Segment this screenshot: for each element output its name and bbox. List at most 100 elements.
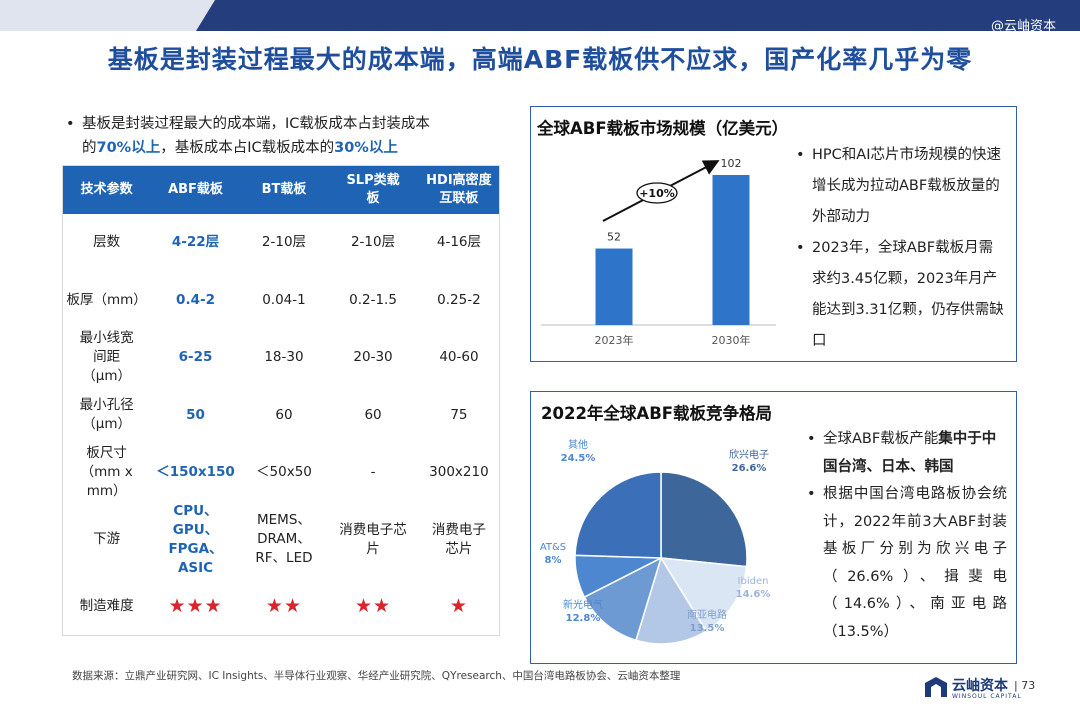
competition-bullet: 全球ABF载板产能集中于中国台湾、日本、韩国 bbox=[807, 426, 1007, 481]
pie-slice-value: 26.6% bbox=[732, 463, 767, 474]
bar-category-label: 2030年 bbox=[712, 333, 751, 347]
bar-category-label: 2023年 bbox=[595, 333, 634, 347]
table-row: 最小孔径（μm） 50 60 60 75 bbox=[62, 387, 500, 445]
pie-slice-label: Ibiden bbox=[738, 576, 769, 587]
table-header: 技术参数 bbox=[62, 165, 152, 214]
table-cell: 60 bbox=[364, 406, 382, 423]
page-title: 基板是封装过程最大的成本端，高端ABF载板供不应求，国产化率几乎为零 bbox=[107, 45, 973, 74]
logo-subtext: WINSOUL CAPITAL bbox=[952, 693, 1022, 700]
bar bbox=[595, 248, 633, 325]
market-bullet: 2023年，全球ABF载板月需求约3.45亿颗，2023年月产能达到3.31亿颗… bbox=[796, 233, 1006, 357]
pie-slice-label: 其他 bbox=[568, 438, 588, 451]
table-row: 最小线宽间距（μm） 6-25 18-30 20-30 40-60 bbox=[62, 329, 500, 387]
competition-pie-chart: 欣兴电子 26.6% Ibiden 14.6% 南亚电路 13.5% 新光电气 12.8% AT… bbox=[540, 438, 771, 645]
pie-slice-value: 13.5% bbox=[690, 623, 725, 634]
bar-value-label: 52 bbox=[607, 231, 621, 244]
page-number: | 73 bbox=[1014, 679, 1036, 692]
table-cell: 2-10层 bbox=[350, 234, 396, 251]
table-cell: - bbox=[370, 464, 376, 481]
pie-slice-value: 14.6% bbox=[736, 589, 771, 600]
competition-bullet-bold: 集中于中国台湾、日本、韩国 bbox=[823, 431, 997, 475]
table-cell: 下游 bbox=[93, 531, 121, 547]
difficulty-stars: ★ bbox=[449, 594, 468, 617]
pie-slice-label: 新光电气 bbox=[563, 598, 603, 611]
bar bbox=[712, 175, 750, 325]
table-cell: 制造难度 bbox=[79, 597, 134, 614]
pie-slice bbox=[659, 557, 748, 633]
spec-table: 技术参数 ABF载板 BT载板 SLP类载板 HDI高密度互联板 层数 4-22… bbox=[62, 165, 500, 635]
intro-pre: 的 bbox=[82, 140, 97, 156]
pie-slice-label: 南亚电路 bbox=[687, 608, 727, 621]
competition-panel: 2022年全球ABF载板竞争格局 欣兴电子 26.6% Ibiden 14.6% 南亚电… bbox=[530, 391, 1017, 664]
table-cell: 最小线宽间距（μm） bbox=[79, 330, 134, 385]
market-size-panel: 全球ABF载板市场规模（亿美元） +10% 52 2023年 102 2030年 HP… bbox=[530, 106, 1017, 362]
top-banner-accent bbox=[0, 0, 215, 31]
market-size-title: 全球ABF载板市场规模（亿美元） bbox=[537, 119, 789, 138]
table-cell: ＜50x50 bbox=[256, 464, 312, 481]
pie-slice bbox=[660, 471, 748, 568]
competition-bullet-text: 全球ABF载板产能 bbox=[823, 431, 939, 447]
logo-text: 云岫资本 bbox=[952, 678, 1008, 694]
table-cell: 300x210 bbox=[429, 464, 489, 481]
table-row: 制造难度 ★★★ ★★ ★★ ★ bbox=[62, 578, 500, 636]
table-cell: 50 bbox=[186, 406, 205, 423]
intro-line1: 基板是封装过程最大的成本端，IC载板成本占封装成本 bbox=[82, 116, 430, 132]
winsoul-logo-icon bbox=[925, 677, 947, 697]
table-cell: 20-30 bbox=[353, 349, 393, 366]
table-cell: 40-60 bbox=[439, 349, 479, 366]
table-cell: 最小孔径（μm） bbox=[79, 397, 134, 433]
pie-slice-value: 12.8% bbox=[566, 613, 601, 624]
table-cell: 消费电子芯片 bbox=[431, 521, 486, 557]
market-size-bar-chart: +10% 52 2023年 102 2030年 bbox=[541, 157, 776, 347]
table-cell: 75 bbox=[450, 406, 468, 423]
pie-slice bbox=[574, 471, 662, 559]
table-cell: 4-22层 bbox=[171, 234, 220, 251]
difficulty-stars: ★★ bbox=[265, 594, 302, 617]
table-cell: 板尺寸（mm x mm） bbox=[80, 445, 133, 500]
table-row: 层数 4-22层 2-10层 2-10层 4-16层 bbox=[62, 214, 500, 272]
table-cell: 消费电子芯片 bbox=[339, 521, 407, 557]
table-cell: 0.2-1.5 bbox=[349, 291, 397, 308]
table-header: ABF载板 bbox=[151, 165, 240, 214]
growth-badge bbox=[636, 182, 678, 204]
data-source: 数据来源：立鼎产业研究网、IC Insights、半导体行业观察、华经产业研究院… bbox=[72, 670, 681, 682]
intro-paragraph: • 基板是封装过程最大的成本端，IC载板成本占封装成本 的70%以上，基板成本占… bbox=[66, 112, 506, 160]
table-cell: 18-30 bbox=[264, 349, 304, 366]
table-cell: 2-10层 bbox=[261, 234, 307, 251]
table-cell: 0.25-2 bbox=[437, 291, 481, 308]
table-row: 板尺寸（mm x mm） ＜150x150 ＜50x50 - 300x210 bbox=[62, 444, 500, 502]
table-cell: 板厚（mm） bbox=[66, 291, 147, 308]
competition-bullets: 全球ABF载板产能集中于中国台湾、日本、韩国 根据中国台湾电路板协会统计，202… bbox=[807, 426, 1007, 646]
table-cell: ＜150x150 bbox=[156, 464, 235, 481]
table-header: HDI高密度互联板 bbox=[417, 165, 500, 214]
competition-title: 2022年全球ABF载板竞争格局 bbox=[541, 404, 773, 423]
pie-slice bbox=[583, 556, 663, 642]
table-cell: MEMS、DRAM、RF、LED bbox=[255, 512, 313, 566]
table-row: 下游 CPU、GPU、FPGA、ASIC MEMS、DRAM、RF、LED 消费… bbox=[62, 502, 500, 578]
table-cell: 0.4-2 bbox=[176, 291, 215, 308]
table-cell: 0.04-1 bbox=[262, 291, 306, 308]
difficulty-stars: ★★ bbox=[354, 594, 392, 617]
table-cell: 4-16层 bbox=[436, 234, 481, 251]
intro-highlight-30: 30%以上 bbox=[334, 140, 398, 156]
table-row: 板厚（mm） 0.4-2 0.04-1 0.2-1.5 0.25-2 bbox=[62, 272, 500, 330]
pie-slice-label: AT&S bbox=[540, 542, 566, 553]
bar-value-label: 102 bbox=[721, 157, 742, 170]
table-cell: 60 bbox=[275, 406, 293, 423]
watermark: @云岫资本 bbox=[990, 19, 1056, 34]
intro-mid: ，基板成本占IC载板成本的 bbox=[160, 140, 335, 156]
competition-bullet: 根据中国台湾电路板协会统计，2022年前3大ABF封装基板厂分别为欣兴电子（26… bbox=[807, 481, 1007, 646]
market-bullet: HPC和AI芯片市场规模的快速增长成为拉动ABF载板放量的外部动力 bbox=[796, 140, 1006, 233]
bullet-dot: • bbox=[66, 116, 75, 132]
table-cell: 层数 bbox=[93, 234, 121, 251]
table-header: BT载板 bbox=[239, 165, 329, 214]
market-bullets: HPC和AI芯片市场规模的快速增长成为拉动ABF载板放量的外部动力 2023年，… bbox=[796, 140, 1006, 357]
table-header-row: 技术参数 ABF载板 BT载板 SLP类载板 HDI高密度互联板 bbox=[62, 165, 500, 214]
growth-label: +10% bbox=[639, 187, 675, 200]
table-cell: CPU、GPU、FPGA、ASIC bbox=[168, 502, 223, 576]
table-header: SLP类载板 bbox=[328, 165, 418, 214]
difficulty-stars: ★★★ bbox=[168, 594, 223, 617]
table-cell: 6-25 bbox=[178, 349, 213, 366]
pie-slice-value: 8% bbox=[545, 555, 562, 566]
pie-slice bbox=[635, 556, 708, 645]
